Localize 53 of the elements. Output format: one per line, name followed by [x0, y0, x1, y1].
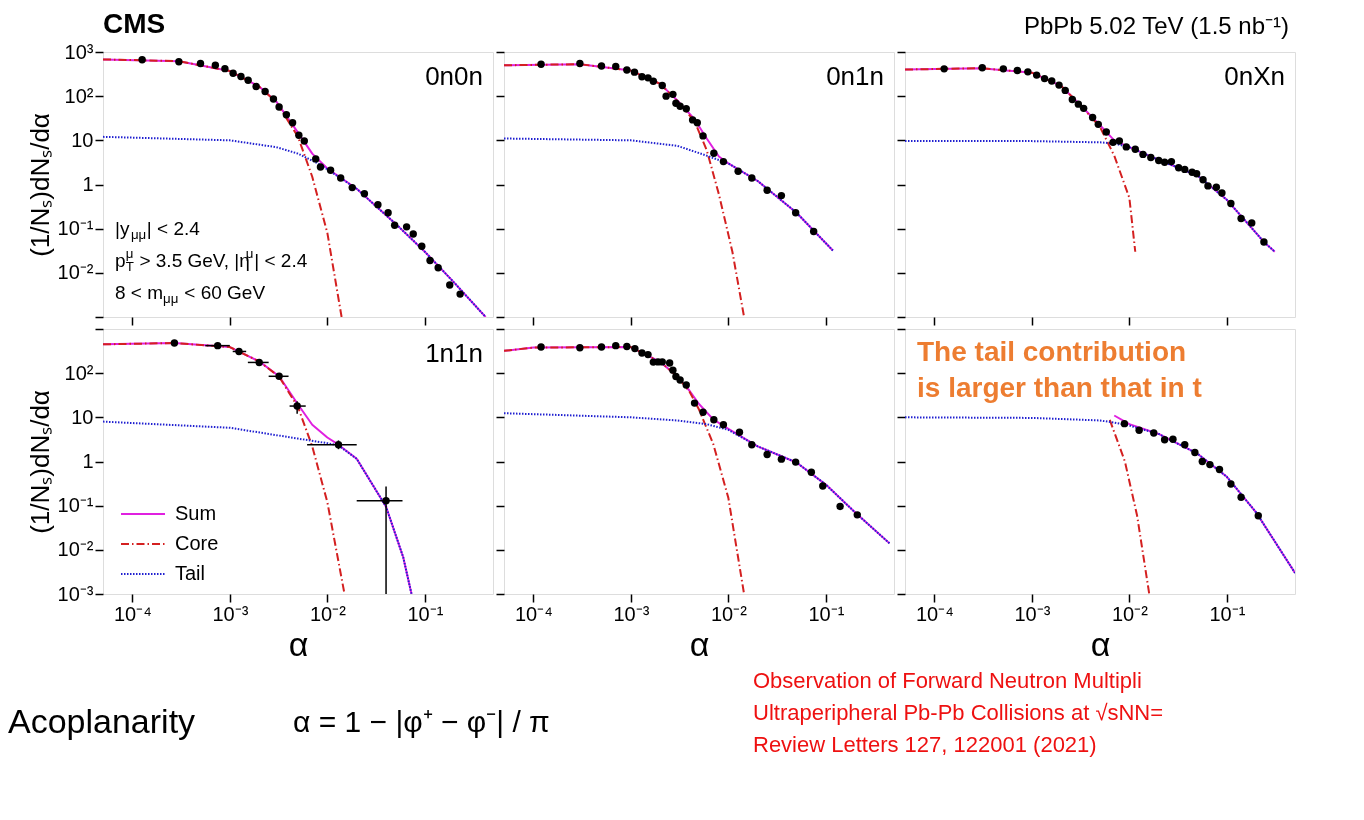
- y-tick-label: 10²: [64, 84, 94, 107]
- point: [1215, 465, 1224, 474]
- x-axis-title: α: [288, 624, 309, 663]
- text: Observation of Forward Neutron Multipli: [753, 668, 1142, 693]
- y-tick-label: 10⁻¹: [57, 494, 94, 517]
- point: [1206, 460, 1214, 469]
- y-tick-label: 10: [71, 128, 94, 151]
- x-tick-label: 10⁻¹: [407, 602, 444, 625]
- text: PbPb 5.02 TeV (1.5 nb⁻¹): [1023, 12, 1289, 39]
- y-axis-title: (1/Nₛ)dNₛ/dα: [24, 113, 55, 257]
- y-tick-label: 1: [82, 173, 94, 195]
- annotation: The tail contribution: [917, 336, 1187, 367]
- x-tick-label: 10⁻³: [613, 602, 650, 625]
- x-tick-label: 10⁻⁴: [915, 602, 954, 625]
- annotation: is larger than that in t: [917, 372, 1202, 403]
- chart-title: 0n0n: [425, 61, 483, 91]
- x-tick-label: 10⁻¹: [1209, 602, 1246, 625]
- chart-title: 1n1n: [425, 338, 483, 368]
- x-tick-label: 10⁻²: [710, 602, 748, 625]
- point: [1169, 435, 1177, 443]
- y-tick-label: 10⁻¹: [57, 217, 94, 240]
- text: Acoplanarity: [8, 702, 196, 740]
- y-tick-label: 10⁻²: [57, 261, 94, 284]
- y-tick-label: 10: [71, 405, 94, 428]
- point: [1227, 480, 1235, 488]
- text: α = 1 − |φ⁺ − φ⁻| / π: [293, 705, 550, 738]
- x-tick-label: 10⁻³: [1014, 602, 1051, 625]
- legend-label: Core: [175, 532, 219, 554]
- x-tick-label: 10⁻¹: [808, 602, 845, 625]
- y-tick-label: 10⁻³: [57, 582, 94, 605]
- point: [1150, 429, 1158, 437]
- x-axis-title: α: [1090, 624, 1111, 663]
- x-tick-label: 10⁻³: [212, 602, 249, 625]
- x-tick-label: 10⁻²: [1111, 602, 1149, 625]
- text: Review Letters 127, 122001 (2021): [753, 732, 1097, 757]
- text: Ultraperipheral Pb-Pb Collisions at √sNN=: [753, 700, 1164, 725]
- y-tick-label: 10⁻²: [57, 538, 94, 561]
- x-tick-label: 10⁻²: [309, 602, 347, 625]
- y-tick-label: 1: [82, 450, 94, 472]
- x-tick-label: 10⁻⁴: [113, 602, 152, 625]
- legend-label: Sum: [175, 502, 217, 524]
- x-axis-title: α: [689, 624, 710, 663]
- y-tick-label: 10²: [64, 361, 94, 384]
- y-tick-label: 10³: [64, 40, 94, 63]
- y-axis-title: (1/Nₛ)dNₛ/dα: [24, 390, 55, 534]
- chart-title: 0n1n: [826, 61, 884, 91]
- legend-label: Tail: [175, 562, 206, 584]
- text: CMS: [103, 8, 166, 39]
- point: [1237, 493, 1245, 501]
- point: [1198, 457, 1207, 466]
- x-tick-label: 10⁻⁴: [514, 602, 553, 625]
- chart-title: 0nXn: [1224, 61, 1285, 91]
- point: [1160, 436, 1169, 444]
